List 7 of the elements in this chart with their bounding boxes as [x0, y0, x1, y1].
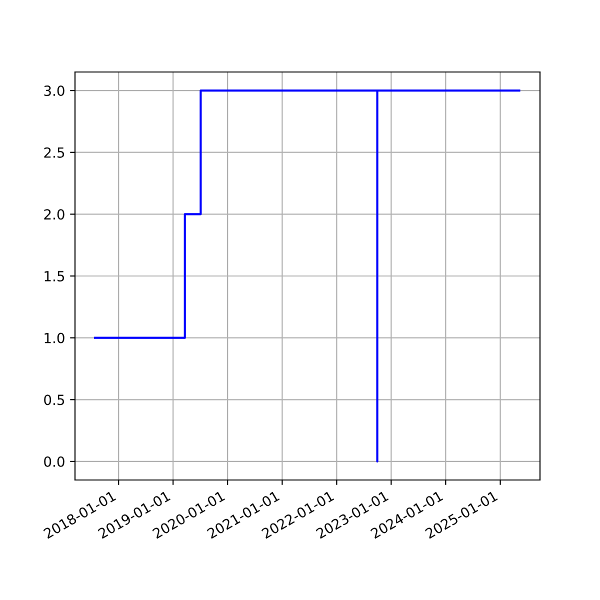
y-tick-label: 1.5 — [44, 271, 64, 282]
y-tick-label: 0.5 — [44, 394, 64, 406]
y-tick-label: 1.0 — [44, 332, 64, 344]
y-tick-label: 3.0 — [44, 86, 64, 96]
y-tick-label: 2.5 — [44, 147, 64, 158]
y-tick-label: 0.0 — [44, 456, 64, 467]
y-tick-label: 2.0 — [44, 209, 64, 220]
